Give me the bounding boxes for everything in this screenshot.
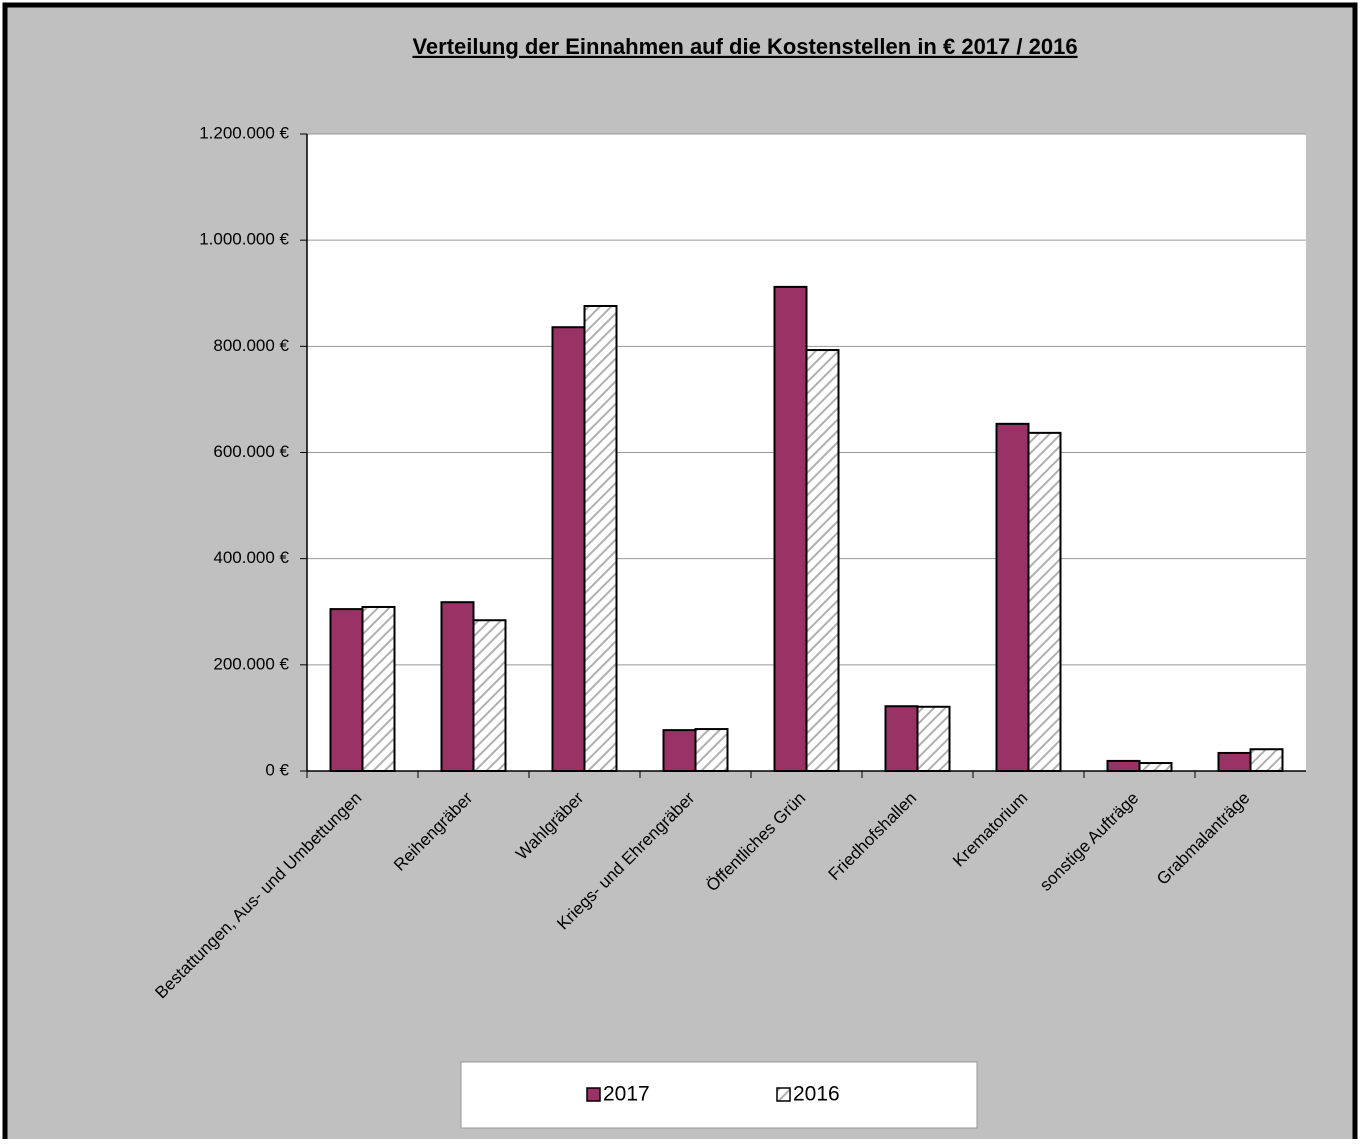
bar (995, 422, 1030, 772)
bar (1138, 762, 1173, 772)
y-tick-label: 400.000 € (213, 548, 289, 567)
bar (329, 608, 364, 772)
legend-box (460, 1061, 978, 1129)
bar (361, 605, 396, 772)
bar (583, 304, 618, 772)
y-tick-label: 800.000 € (213, 336, 289, 355)
bar (773, 285, 808, 772)
legend-label: 2016 (793, 1083, 840, 1106)
bar (694, 728, 729, 772)
legend-swatch (586, 1087, 601, 1102)
y-tick-label: 1.000.000 € (199, 230, 289, 249)
bar (805, 349, 840, 772)
chart-title: Verteilung der Einnahmen auf die Kostens… (412, 34, 1077, 59)
bar (1106, 759, 1141, 773)
y-tick-label: 0 € (265, 760, 289, 779)
legend-label: 2017 (603, 1083, 650, 1106)
legend-swatch (776, 1087, 791, 1102)
bar (440, 601, 475, 772)
bar (1027, 431, 1062, 772)
y-tick-label: 1.200.000 € (199, 123, 289, 142)
bar (551, 326, 586, 772)
bar (916, 705, 951, 772)
bar (1249, 748, 1284, 773)
bar (1217, 751, 1252, 772)
bar (662, 729, 697, 773)
bar (884, 705, 919, 773)
bar (472, 619, 507, 773)
y-tick-label: 600.000 € (213, 442, 289, 461)
y-tick-label: 200.000 € (213, 654, 289, 673)
